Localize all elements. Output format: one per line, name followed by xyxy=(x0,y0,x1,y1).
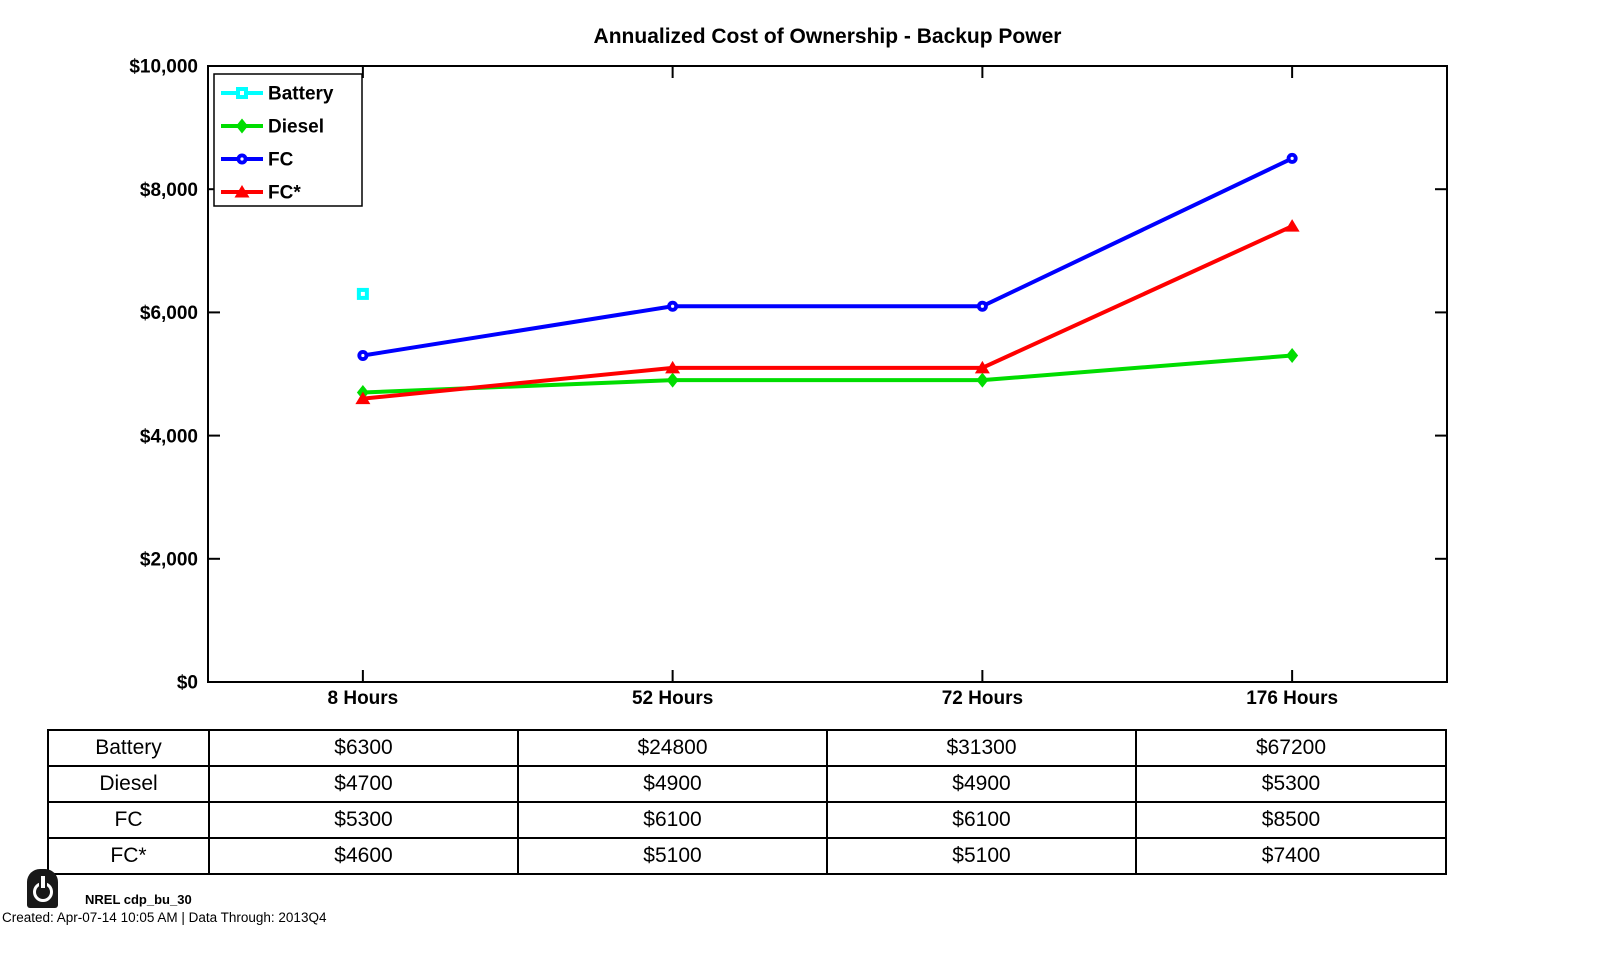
x-axis-tick-label: 8 Hours xyxy=(328,688,399,709)
series-Battery xyxy=(356,287,369,300)
series-line-segment xyxy=(981,224,1293,370)
data-marker-circle-center xyxy=(671,304,675,308)
table-cell: $24800 xyxy=(517,729,828,767)
table-cell: $5300 xyxy=(1135,765,1447,803)
data-marker-diamond xyxy=(976,372,989,388)
legend: Battery Diesel FC FC* xyxy=(213,73,363,207)
series-line-segment xyxy=(981,156,1293,309)
footer-created-line: Created: Apr-07-14 10:05 AM | Data Throu… xyxy=(2,910,327,925)
legend-marker-diamond xyxy=(236,118,248,134)
legend-item-FC: FC xyxy=(221,150,294,171)
data-marker-diamond xyxy=(1286,348,1299,364)
series-line-segment xyxy=(982,353,1293,383)
table-cell: $8500 xyxy=(1135,801,1447,839)
x-axis-tick-label: 176 Hours xyxy=(1246,688,1338,709)
data-marker-circle-center xyxy=(1290,156,1294,160)
table-row: Battery $6300 $24800 $31300 $67200 xyxy=(47,729,1447,767)
data-marker-triangle xyxy=(974,360,990,374)
data-marker-triangle xyxy=(1284,219,1300,232)
y-axis-tick-label: $4,000 xyxy=(140,426,198,447)
legend-item-FC-star: FC* xyxy=(221,183,301,204)
table-row: FC $5300 $6100 $6100 $8500 xyxy=(47,801,1447,839)
table-cell: $31300 xyxy=(826,729,1137,767)
y-axis-tick-label: $0 xyxy=(177,673,198,694)
y-axis-tick-label: $8,000 xyxy=(140,180,198,201)
series-line-segment xyxy=(362,378,673,395)
series-line-segment xyxy=(362,365,673,401)
chart-svg: $0 $2,000 $4,000 $6,000 $8,000 $10,000 8 Hours… xyxy=(129,57,1448,709)
data-marker-square-center xyxy=(360,291,365,296)
table-row: FC* $4600 $5100 $5100 $7400 xyxy=(47,837,1447,875)
table-cell: $6100 xyxy=(517,801,828,839)
table-row: Diesel $4700 $4900 $4900 $5300 xyxy=(47,765,1447,803)
table-cell: $67200 xyxy=(1135,729,1447,767)
table-cell: $4700 xyxy=(208,765,519,803)
y-axis-tick-label: $2,000 xyxy=(140,549,198,570)
legend-label: FC* xyxy=(268,183,301,204)
cost-table: Battery $6300 $24800 $31300 $67200 Diesel $470… xyxy=(47,729,1447,875)
footer-source-label: NREL cdp_bu_30 xyxy=(85,892,192,907)
table-cell: $5300 xyxy=(208,801,519,839)
legend-marker-triangle xyxy=(234,185,250,198)
x-axis-tick-label: 72 Hours xyxy=(942,688,1023,709)
table-cell: $6300 xyxy=(208,729,519,767)
data-marker-circle-center xyxy=(980,304,984,308)
data-marker-circle-center xyxy=(361,353,365,358)
legend-item-Diesel: Diesel xyxy=(221,117,324,138)
series-line-segment xyxy=(362,304,673,358)
power-icon xyxy=(27,869,58,908)
data-marker-diamond xyxy=(666,372,679,388)
table-cell: $6100 xyxy=(826,801,1137,839)
data-marker-triangle xyxy=(355,391,371,405)
table-cell: $4900 xyxy=(517,765,828,803)
table-cell: $7400 xyxy=(1135,837,1447,875)
legend-marker-circle-center xyxy=(240,157,244,161)
y-axis-tick-label: $6,000 xyxy=(140,303,198,324)
table-cell: $5100 xyxy=(517,837,828,875)
table-row-label: Diesel xyxy=(47,765,210,803)
power-icon-bar xyxy=(38,876,47,888)
table-row-label: FC* xyxy=(47,837,210,875)
legend-label: Diesel xyxy=(268,117,324,138)
table-cell: $5100 xyxy=(826,837,1137,875)
table-cell: $4600 xyxy=(208,837,519,875)
series-FC-star xyxy=(355,219,1300,405)
legend-label: FC xyxy=(268,150,294,171)
legend-item-Battery: Battery xyxy=(221,84,334,105)
legend-marker-square-center xyxy=(240,91,244,95)
y-axis-tick-label: $10,000 xyxy=(129,57,198,78)
table-row-label: Battery xyxy=(47,729,210,767)
table-row-label: FC xyxy=(47,801,210,839)
plot-border xyxy=(207,65,1448,683)
x-axis-tick-label: 52 Hours xyxy=(632,688,713,709)
legend-label: Battery xyxy=(268,84,334,105)
table-cell: $4900 xyxy=(826,765,1137,803)
chart-title: Annualized Cost of Ownership - Backup Po… xyxy=(593,25,1062,48)
series-FC xyxy=(357,152,1298,362)
data-marker-triangle xyxy=(665,360,681,374)
series-Diesel xyxy=(356,348,1299,400)
